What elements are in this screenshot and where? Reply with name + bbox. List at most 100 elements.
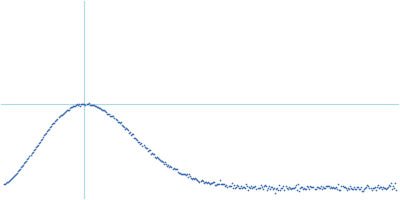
Point <box>172 168 179 171</box>
Point <box>62 110 68 113</box>
Point <box>312 187 319 190</box>
Point <box>352 187 358 191</box>
Point <box>286 186 293 189</box>
Point <box>101 109 107 112</box>
Point <box>77 104 84 107</box>
Point <box>384 186 390 189</box>
Point <box>146 149 153 152</box>
Point <box>38 138 44 141</box>
Point <box>196 180 203 184</box>
Point <box>303 187 310 190</box>
Point <box>337 189 344 192</box>
Point <box>118 121 124 124</box>
Point <box>30 149 37 152</box>
Point <box>327 186 333 189</box>
Point <box>336 188 343 191</box>
Point <box>244 185 250 188</box>
Point <box>358 186 364 189</box>
Point <box>282 184 289 188</box>
Point <box>202 180 208 183</box>
Point <box>72 105 78 108</box>
Point <box>364 183 370 187</box>
Point <box>64 109 70 112</box>
Point <box>377 185 383 189</box>
Point <box>204 181 211 184</box>
Point <box>301 187 307 190</box>
Point <box>0 183 7 186</box>
Point <box>21 161 28 165</box>
Point <box>112 118 119 121</box>
Point <box>267 187 273 190</box>
Point <box>241 185 247 188</box>
Point <box>49 123 56 126</box>
Point <box>264 188 270 191</box>
Point <box>195 179 202 183</box>
Point <box>341 185 348 188</box>
Point <box>293 184 299 187</box>
Point <box>220 182 226 186</box>
Point <box>329 187 335 190</box>
Point <box>374 183 381 186</box>
Point <box>192 177 198 180</box>
Point <box>154 155 160 159</box>
Point <box>363 186 370 189</box>
Point <box>11 174 17 177</box>
Point <box>42 132 48 135</box>
Point <box>318 187 325 191</box>
Point <box>92 105 98 108</box>
Point <box>152 155 158 159</box>
Point <box>222 184 228 187</box>
Point <box>193 177 200 180</box>
Point <box>18 166 24 169</box>
Point <box>322 187 328 190</box>
Point <box>185 175 191 178</box>
Point <box>368 188 375 191</box>
Point <box>278 187 284 190</box>
Point <box>161 162 168 165</box>
Point <box>309 185 316 188</box>
Point <box>325 185 331 188</box>
Point <box>392 182 398 185</box>
Point <box>217 178 224 182</box>
Point <box>202 180 209 183</box>
Point <box>156 157 162 161</box>
Point <box>300 187 306 190</box>
Point <box>199 179 206 183</box>
Point <box>36 141 42 144</box>
Point <box>137 142 144 145</box>
Point <box>102 110 108 113</box>
Point <box>215 182 221 185</box>
Point <box>350 187 356 190</box>
Point <box>7 178 13 181</box>
Point <box>149 151 155 155</box>
Point <box>155 156 161 160</box>
Point <box>211 181 217 184</box>
Point <box>198 178 205 182</box>
Point <box>234 183 240 187</box>
Point <box>165 164 172 167</box>
Point <box>86 103 93 106</box>
Point <box>346 184 353 188</box>
Point <box>361 188 368 191</box>
Point <box>44 130 50 133</box>
Point <box>170 167 177 170</box>
Point <box>383 188 389 191</box>
Point <box>237 186 243 189</box>
Point <box>226 185 233 188</box>
Point <box>144 146 150 150</box>
Point <box>230 184 237 187</box>
Point <box>54 117 61 121</box>
Point <box>307 185 314 188</box>
Point <box>248 184 254 188</box>
Point <box>184 173 190 176</box>
Point <box>272 191 278 194</box>
Point <box>181 173 187 176</box>
Point <box>213 184 219 187</box>
Point <box>144 149 151 152</box>
Point <box>190 176 196 179</box>
Point <box>298 185 304 189</box>
Point <box>318 184 324 187</box>
Point <box>58 113 65 117</box>
Point <box>255 186 262 190</box>
Point <box>138 142 145 145</box>
